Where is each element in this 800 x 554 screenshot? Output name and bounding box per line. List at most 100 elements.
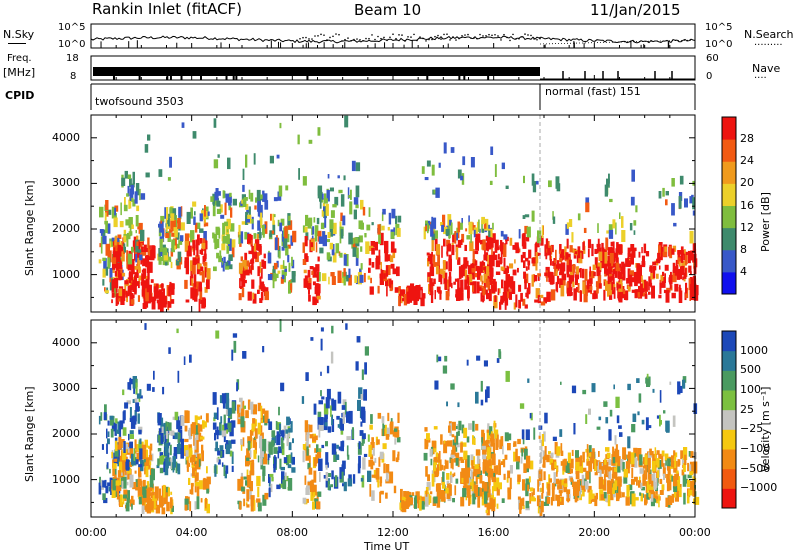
scatter-cell (358, 455, 361, 469)
scatter-cell (374, 457, 377, 463)
scatter-cell (537, 479, 539, 492)
scatter-cell (442, 260, 446, 271)
scatter-cell (531, 210, 535, 222)
scatter-cell (360, 246, 363, 252)
scatter-cell (538, 296, 541, 303)
scatter-cell (443, 440, 446, 444)
scatter-cell (500, 230, 504, 237)
scatter-cell (314, 225, 319, 237)
nsky-point (356, 38, 358, 40)
scatter-cell (388, 212, 392, 225)
scatter-cell (273, 272, 277, 279)
scatter-cell (313, 298, 317, 305)
scatter-cell (673, 222, 677, 227)
scatter-cell (498, 482, 502, 490)
scatter-cell (109, 241, 112, 248)
scatter-cell (157, 290, 162, 298)
scatter-cell (163, 252, 169, 261)
scatter-cell (632, 247, 637, 252)
scatter-cell (561, 479, 564, 486)
scatter-cell (268, 421, 273, 430)
scatter-cell (430, 458, 433, 466)
scatter-cell (192, 201, 197, 207)
scatter-cell (185, 450, 189, 459)
scatter-cell (192, 131, 197, 139)
scatter-cell (665, 199, 668, 206)
scatter-cell (193, 216, 196, 225)
scatter-cell (122, 389, 125, 396)
scatter-cell (201, 243, 206, 249)
scatter-cell (342, 483, 345, 487)
scatter-cell (435, 244, 441, 255)
scatter-cell (472, 493, 476, 505)
scatter-cell (439, 268, 444, 275)
scatter-cell (362, 433, 366, 440)
scatter-cell (600, 494, 605, 501)
scatter-cell (689, 196, 694, 204)
scatter-cell (490, 494, 494, 500)
scatter-cell (557, 485, 560, 489)
scatter-cell (486, 386, 490, 398)
scatter-cell (114, 205, 119, 212)
nsky-point (380, 37, 382, 40)
nsky-point (515, 38, 517, 40)
scatter-cell (659, 490, 664, 495)
scatter-cell (161, 291, 164, 301)
scatter-cell (146, 455, 148, 463)
scatter-cell (118, 436, 122, 450)
scatter-cell (441, 245, 443, 258)
scatter-cell (588, 408, 591, 415)
scatter-cell (435, 187, 440, 198)
scatter-cell (485, 278, 490, 288)
scatter-cell (142, 497, 145, 506)
scatter-cell (389, 278, 392, 288)
scatter-cell (483, 279, 486, 290)
scatter-cell (672, 475, 677, 489)
scatter-cell (612, 494, 616, 498)
scatter-cell (191, 457, 194, 465)
scatter-cell (491, 287, 496, 294)
scatter-cell (671, 248, 675, 255)
scatter-cell (363, 273, 366, 283)
nsky-point (383, 36, 385, 39)
scatter-cell (570, 477, 574, 482)
scatter-cell (136, 452, 139, 463)
scatter-cell (544, 244, 548, 257)
scatter-cell (263, 193, 268, 202)
scatter-cell (135, 215, 139, 227)
scatter-cell (595, 460, 598, 466)
scatter-cell (633, 230, 636, 235)
scatter-cell (268, 487, 271, 496)
scatter-cell (566, 238, 569, 249)
scatter-cell (112, 251, 117, 263)
scatter-cell (374, 241, 378, 251)
scatter-cell (661, 484, 665, 491)
scatter-cell (618, 290, 621, 301)
scatter-cell (180, 222, 185, 231)
scatter-cell (588, 460, 593, 472)
scatter-cell (170, 430, 174, 436)
scatter-cell (196, 222, 201, 229)
scatter-cell (195, 457, 198, 461)
scatter-cell (503, 459, 506, 468)
scatter-cell (382, 208, 386, 215)
scatter-cell (274, 277, 277, 282)
scatter-cell (290, 452, 293, 464)
scatter-cell (169, 256, 172, 263)
scatter-cell (683, 492, 686, 505)
power-colorbar-tick: 4 (740, 264, 747, 278)
scatter-cell (564, 478, 568, 484)
scatter-cell (162, 247, 168, 256)
scatter-cell (609, 273, 613, 278)
scatter-cell (278, 423, 282, 435)
scatter-cell (128, 217, 133, 228)
scatter-cell (460, 175, 464, 181)
scatter-cell (528, 249, 532, 259)
scatter-cell (618, 484, 621, 496)
scatter-cell (285, 246, 289, 256)
scatter-cell (137, 257, 140, 270)
scatter-cell (356, 336, 361, 343)
scatter-cell (663, 473, 665, 480)
scatter-cell (139, 254, 143, 261)
scatter-cell (253, 243, 257, 252)
